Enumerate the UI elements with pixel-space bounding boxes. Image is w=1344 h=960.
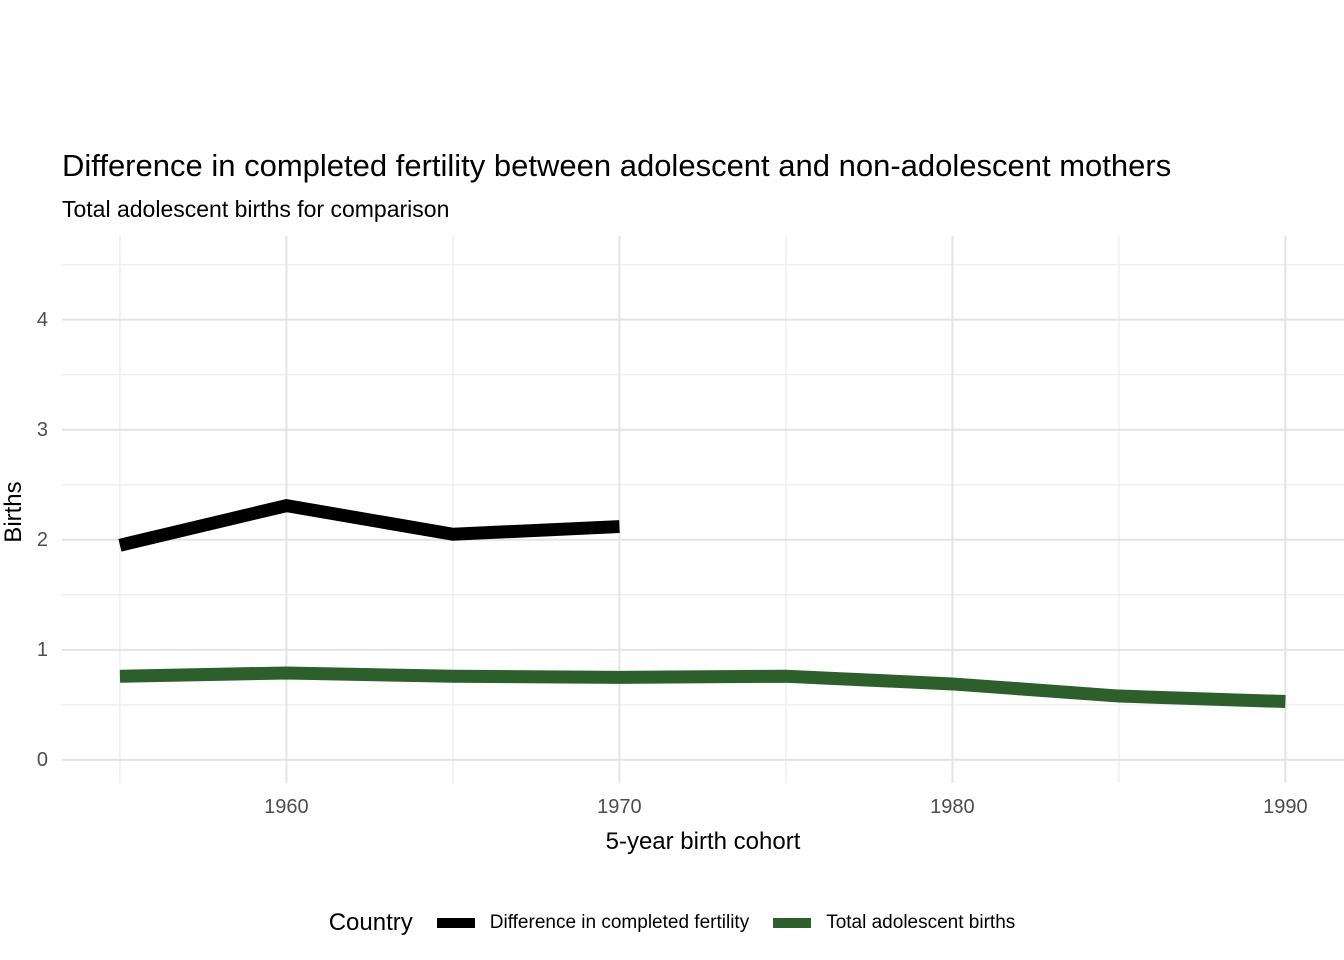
- x-axis-title: 5-year birth cohort: [605, 828, 801, 855]
- legend-items: Difference in completed fertility Total a…: [436, 912, 1015, 934]
- legend-label: Total adolescent births: [826, 912, 1016, 933]
- chart-subtitle: Total adolescent births for comparison: [62, 196, 450, 222]
- legend-swatch-icon: [436, 918, 475, 928]
- x-tick-label: 1980: [930, 796, 975, 818]
- x-tick-label: 1990: [1263, 796, 1308, 818]
- legend: Country Difference in completed fertilit…: [0, 900, 1344, 946]
- y-tick-label: 4: [36, 308, 48, 331]
- y-tick-label: 1: [36, 638, 48, 661]
- legend-swatch-icon: [773, 918, 812, 928]
- y-tick-label: 2: [36, 528, 48, 551]
- plot-panel: [62, 236, 1344, 783]
- x-tick-label: 1960: [264, 796, 309, 818]
- x-tick-label: 1970: [597, 796, 642, 818]
- legend-item: Difference in completed fertility: [436, 912, 750, 934]
- y-tick-label: 0: [36, 748, 48, 771]
- series-line-difference-in-completed-fertility: [118, 499, 620, 552]
- y-tick-label: 3: [36, 418, 48, 441]
- series-line-total-adolescent-births: [119, 666, 1286, 709]
- plot-canvas: [62, 236, 1344, 783]
- legend-item: Total adolescent births: [773, 912, 1015, 934]
- legend-label: Difference in completed fertility: [489, 912, 750, 933]
- y-axis-title: Births: [0, 481, 27, 543]
- chart-title: Difference in completed fertility betwee…: [62, 148, 1172, 183]
- legend-title: Country: [328, 909, 413, 936]
